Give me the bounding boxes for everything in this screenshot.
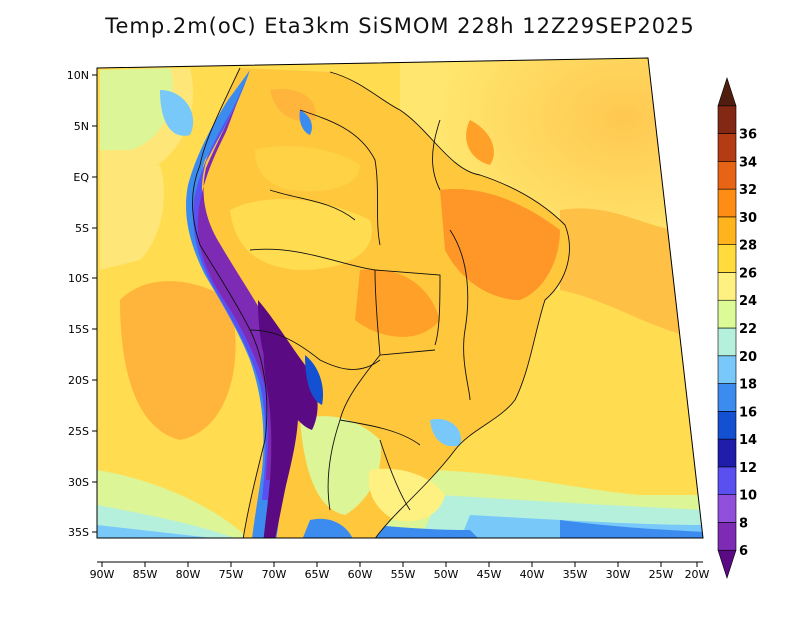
colorbar-box bbox=[717, 355, 737, 384]
lon-label: 40W bbox=[520, 568, 545, 581]
colorbar-box bbox=[717, 299, 737, 329]
colorbar-label: 28 bbox=[739, 239, 757, 254]
colorbar-label: 18 bbox=[739, 378, 757, 393]
colorbar-label: 8 bbox=[739, 516, 748, 531]
colorbar-label: 36 bbox=[739, 128, 757, 143]
longitude-axis bbox=[97, 561, 703, 567]
colorbar-label: 14 bbox=[739, 433, 757, 448]
colorbar bbox=[717, 77, 737, 579]
lon-label: 65W bbox=[305, 568, 330, 581]
lat-label: 35S bbox=[68, 526, 89, 539]
lon-label: 25W bbox=[649, 568, 674, 581]
country-borders bbox=[192, 67, 570, 538]
colorbar-box bbox=[717, 244, 737, 273]
colorbar-box bbox=[717, 133, 737, 162]
map-frame bbox=[96, 57, 704, 539]
lon-label: 20W bbox=[685, 568, 710, 581]
temperature-field bbox=[97, 58, 703, 538]
lon-label: 80W bbox=[176, 568, 201, 581]
colorbar-box bbox=[717, 327, 737, 357]
colorbar-label: 12 bbox=[739, 461, 757, 476]
lat-label: 10N bbox=[67, 69, 89, 82]
lon-label: 70W bbox=[262, 568, 287, 581]
colorbar-label: 32 bbox=[739, 183, 757, 198]
lon-label: 85W bbox=[133, 568, 158, 581]
lon-label: 45W bbox=[477, 568, 502, 581]
lon-label: 60W bbox=[348, 568, 373, 581]
colorbar-labels: 6 8 10 12 14 16 18 20 22 24 26 28 30 32 34 36 bbox=[739, 128, 757, 560]
longitude-labels: 90W 85W 80W 75W 70W 65W 60W 55W 50W 45W … bbox=[90, 568, 710, 581]
colorbar-box bbox=[717, 438, 737, 468]
colorbar-box bbox=[717, 411, 737, 440]
lat-label: 30S bbox=[68, 476, 89, 489]
latitude-labels: 10N 5N EQ 5S 10S 15S 20S 25S 30S 35S bbox=[67, 69, 90, 539]
lat-label: 20S bbox=[68, 374, 89, 387]
colorbar-box bbox=[717, 272, 737, 301]
lat-label: 5N bbox=[74, 120, 89, 133]
lat-label: 5S bbox=[75, 222, 89, 235]
colorbar-box bbox=[717, 216, 737, 245]
colorbar-label: 6 bbox=[739, 544, 748, 559]
lat-label: EQ bbox=[73, 171, 89, 184]
colorbar-label: 16 bbox=[739, 405, 757, 420]
colorbar-top-triangle bbox=[717, 77, 737, 107]
colorbar-box bbox=[717, 522, 737, 551]
colorbar-box bbox=[717, 383, 737, 412]
colorbar-label: 24 bbox=[739, 294, 757, 309]
lon-label: 90W bbox=[90, 568, 115, 581]
colorbar-box bbox=[717, 466, 737, 495]
colorbar-label: 22 bbox=[739, 322, 757, 337]
lon-label: 50W bbox=[434, 568, 459, 581]
lat-label: 25S bbox=[68, 425, 89, 438]
latitude-axis bbox=[92, 74, 97, 533]
lat-label: 15S bbox=[68, 323, 89, 336]
colorbar-label: 34 bbox=[739, 155, 757, 170]
colorbar-label: 10 bbox=[739, 489, 757, 504]
colorbar-label: 30 bbox=[739, 211, 757, 226]
lon-label: 55W bbox=[391, 568, 416, 581]
lon-label: 35W bbox=[563, 568, 588, 581]
colorbar-box bbox=[717, 105, 737, 134]
colorbar-label: 26 bbox=[739, 266, 757, 281]
colorbar-box bbox=[717, 494, 737, 523]
lon-label: 30W bbox=[606, 568, 631, 581]
lon-label: 75W bbox=[219, 568, 244, 581]
lat-label: 10S bbox=[68, 272, 89, 285]
colorbar-box bbox=[717, 161, 737, 190]
map-title: Temp.2m(oC) Eta3km SiSMOM 228h 12Z29SEP2… bbox=[105, 14, 695, 38]
colorbar-bottom-triangle bbox=[717, 549, 737, 579]
colorbar-label: 20 bbox=[739, 350, 757, 365]
colorbar-box bbox=[717, 188, 737, 218]
